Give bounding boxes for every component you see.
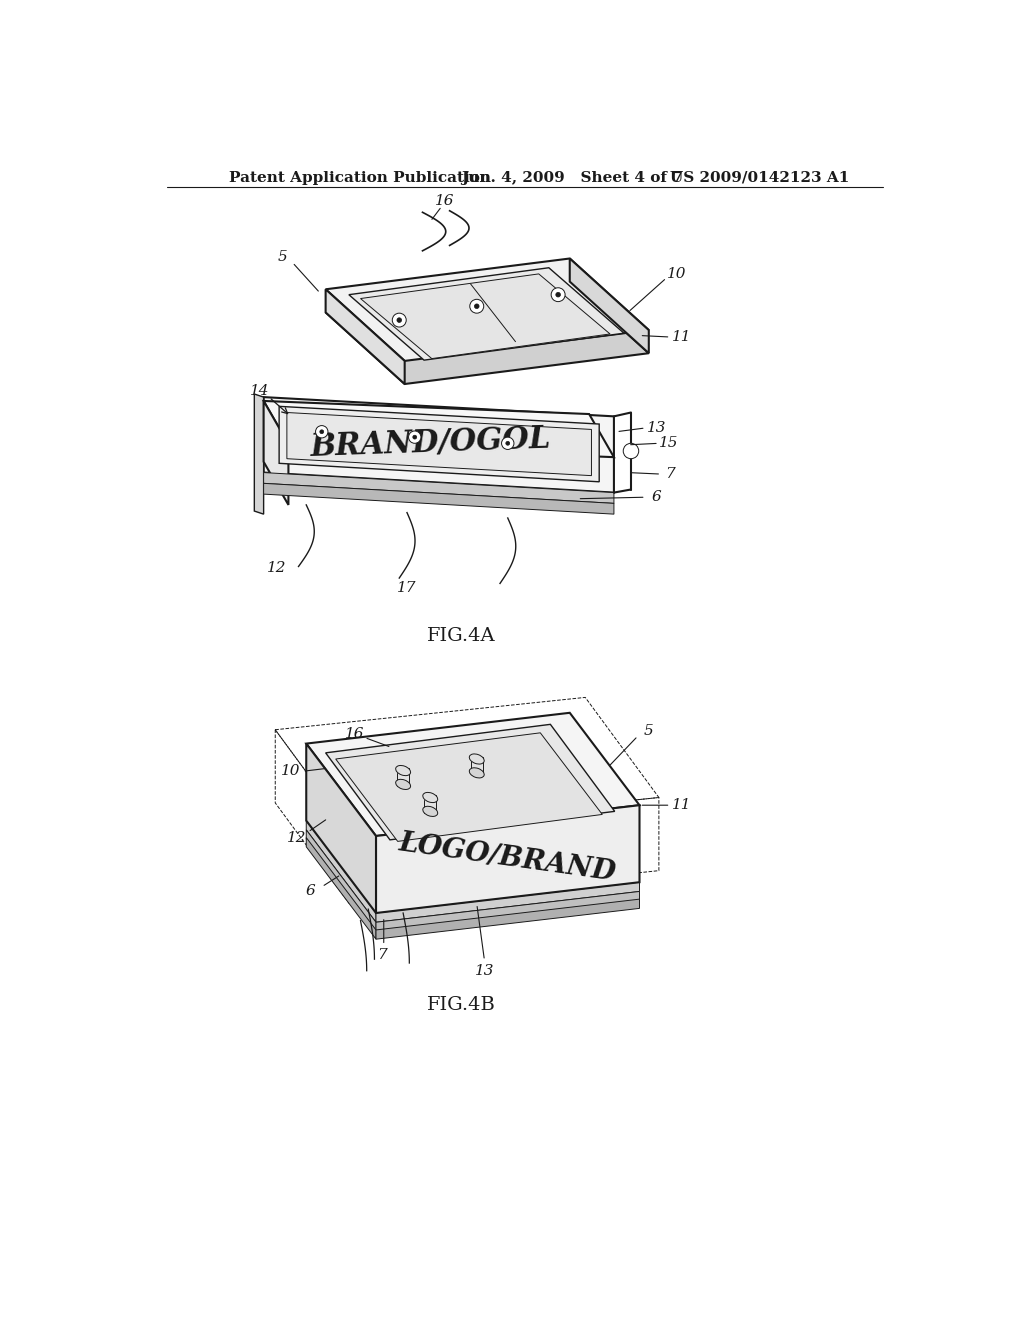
Ellipse shape <box>395 779 411 789</box>
Ellipse shape <box>423 792 437 803</box>
Ellipse shape <box>423 807 437 817</box>
Polygon shape <box>263 473 614 503</box>
Text: 16: 16 <box>344 727 365 742</box>
Text: 16: 16 <box>434 194 454 207</box>
Text: 12: 12 <box>287 830 307 845</box>
Polygon shape <box>263 401 614 457</box>
Text: Jun. 4, 2009   Sheet 4 of 7: Jun. 4, 2009 Sheet 4 of 7 <box>461 170 683 185</box>
Polygon shape <box>336 733 602 841</box>
Text: 13: 13 <box>475 964 495 978</box>
Polygon shape <box>326 259 649 360</box>
Polygon shape <box>326 725 614 840</box>
Circle shape <box>409 432 421 444</box>
Ellipse shape <box>469 768 484 777</box>
Text: LOGO/BRAND: LOGO/BRAND <box>397 829 618 886</box>
Text: FIG.4A: FIG.4A <box>427 627 496 644</box>
Polygon shape <box>263 401 289 506</box>
Text: 10: 10 <box>667 267 686 281</box>
Text: 7: 7 <box>666 467 676 480</box>
Polygon shape <box>326 281 649 384</box>
Polygon shape <box>360 275 610 359</box>
Polygon shape <box>376 891 640 932</box>
Circle shape <box>506 441 510 445</box>
Text: BRAND/OGOL: BRAND/OGOL <box>309 424 551 463</box>
Circle shape <box>551 288 565 302</box>
Polygon shape <box>263 483 614 515</box>
Circle shape <box>470 300 483 313</box>
Text: 5: 5 <box>279 249 288 264</box>
Ellipse shape <box>395 766 411 776</box>
Circle shape <box>413 436 417 440</box>
Text: Patent Application Publication: Patent Application Publication <box>228 170 490 185</box>
Text: US 2009/0142123 A1: US 2009/0142123 A1 <box>671 170 850 185</box>
Polygon shape <box>263 397 614 492</box>
Polygon shape <box>306 821 376 923</box>
Circle shape <box>319 430 324 434</box>
Polygon shape <box>349 268 624 360</box>
Polygon shape <box>569 259 649 354</box>
Text: 6: 6 <box>651 490 662 504</box>
Polygon shape <box>376 899 640 940</box>
Polygon shape <box>306 830 376 932</box>
Text: 6: 6 <box>306 884 315 899</box>
Polygon shape <box>254 395 263 515</box>
Polygon shape <box>376 882 640 923</box>
Text: 10: 10 <box>281 764 300 779</box>
Circle shape <box>397 318 401 322</box>
Text: 14: 14 <box>250 384 269 397</box>
Polygon shape <box>287 412 592 475</box>
Text: 12: 12 <box>267 561 287 576</box>
Text: 11: 11 <box>672 799 691 812</box>
Polygon shape <box>306 743 376 913</box>
Text: 5: 5 <box>644 723 653 738</box>
Polygon shape <box>306 838 376 940</box>
Polygon shape <box>280 407 599 482</box>
Circle shape <box>315 425 328 438</box>
Polygon shape <box>326 289 404 384</box>
Circle shape <box>556 293 560 297</box>
Circle shape <box>392 313 407 327</box>
Polygon shape <box>376 805 640 913</box>
Circle shape <box>624 444 639 459</box>
Text: 7: 7 <box>377 948 387 962</box>
Text: 15: 15 <box>659 437 679 450</box>
Circle shape <box>502 437 514 450</box>
Text: 13: 13 <box>647 421 667 434</box>
Text: 11: 11 <box>673 330 692 345</box>
Polygon shape <box>306 713 640 836</box>
Text: 17: 17 <box>397 581 417 595</box>
Circle shape <box>474 304 479 309</box>
Text: FIG.4B: FIG.4B <box>427 997 496 1014</box>
Ellipse shape <box>469 754 484 764</box>
